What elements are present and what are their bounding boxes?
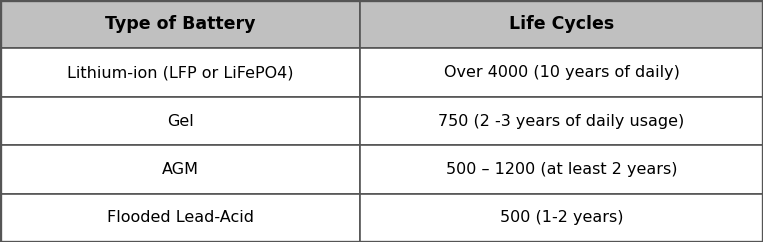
Text: Flooded Lead-Acid: Flooded Lead-Acid	[107, 210, 253, 225]
Bar	[360, 0, 763, 48]
Text: Over 4000 (10 years of daily): Over 4000 (10 years of daily)	[443, 65, 680, 80]
Text: Type of Battery: Type of Battery	[105, 15, 256, 33]
Text: 500 (1-2 years): 500 (1-2 years)	[500, 210, 623, 225]
Bar	[0, 97, 360, 145]
Text: Lithium-ion (LFP or LiFePO4): Lithium-ion (LFP or LiFePO4)	[67, 65, 293, 80]
Bar	[0, 0, 360, 48]
Bar	[0, 145, 360, 194]
Bar	[360, 194, 763, 242]
Bar	[360, 97, 763, 145]
Text: Gel: Gel	[166, 113, 194, 129]
Bar	[0, 194, 360, 242]
Bar	[360, 48, 763, 97]
Text: 500 – 1200 (at least 2 years): 500 – 1200 (at least 2 years)	[446, 162, 678, 177]
Bar	[0, 48, 360, 97]
Text: 750 (2 -3 years of daily usage): 750 (2 -3 years of daily usage)	[439, 113, 684, 129]
Text: AGM: AGM	[162, 162, 198, 177]
Text: Life Cycles: Life Cycles	[509, 15, 614, 33]
Bar	[360, 145, 763, 194]
